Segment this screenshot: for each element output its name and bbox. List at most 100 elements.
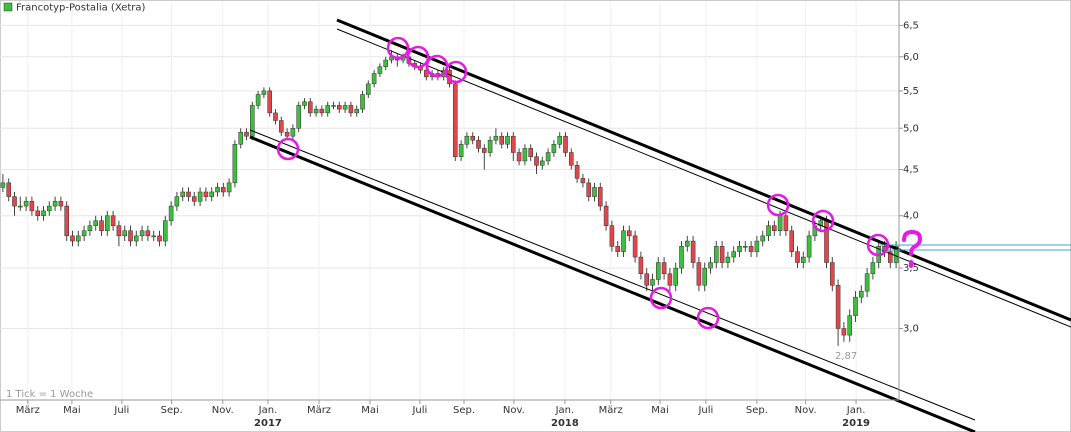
candle-body — [313, 108, 319, 114]
candle-body — [743, 246, 748, 248]
upper-trend-line — [336, 18, 1071, 322]
candle-body — [145, 230, 151, 237]
candle-body — [702, 267, 707, 286]
candle-body — [163, 220, 168, 242]
candle-body — [360, 94, 365, 110]
candle-body — [731, 251, 736, 258]
candle-body — [139, 230, 145, 237]
candle-body — [296, 105, 301, 129]
candle-body — [841, 328, 847, 336]
candle-body — [470, 135, 475, 141]
candle-body — [528, 148, 533, 157]
candle-body — [540, 160, 545, 166]
candle-body — [267, 90, 272, 114]
touch-circle — [386, 36, 410, 60]
candle-body — [679, 246, 684, 269]
candle-body — [192, 196, 197, 202]
candle-body — [221, 187, 226, 193]
candle-body — [232, 144, 238, 184]
candle-body — [615, 246, 620, 252]
candle-body — [70, 235, 75, 242]
candle-body — [760, 235, 765, 242]
touch-circle — [766, 193, 790, 217]
candle-body — [754, 240, 760, 252]
candle-body — [18, 205, 23, 208]
candle-body — [696, 262, 702, 286]
x-tick-label: Juli — [697, 405, 713, 416]
candle-body — [870, 262, 876, 274]
touch-circle — [649, 286, 673, 310]
candle-body — [325, 105, 330, 114]
candle-body — [621, 230, 626, 252]
year-label: 2019 — [842, 418, 870, 429]
candle-body — [667, 273, 673, 286]
candle-body — [766, 225, 771, 237]
x-tick-label: Sep. — [746, 405, 768, 416]
candle-body — [748, 246, 754, 252]
candle-body — [151, 235, 156, 238]
candle-body — [719, 246, 725, 263]
candle-body — [464, 135, 470, 145]
candle-body — [783, 215, 789, 231]
x-tick-label: März — [16, 405, 40, 416]
lower-trend-line-thin — [249, 129, 976, 421]
candle-body — [116, 225, 122, 237]
y-tick-label: 3,5 — [903, 263, 919, 274]
candle-body — [458, 144, 464, 157]
candle-body — [81, 230, 87, 237]
candle-body — [23, 201, 29, 207]
candle-body — [134, 235, 139, 242]
candle-body — [893, 246, 899, 263]
x-tick-label: Jan. — [258, 405, 278, 416]
candle-body — [830, 262, 835, 286]
candle-body — [777, 215, 783, 231]
touch-circle — [696, 306, 720, 330]
candle-body — [563, 135, 568, 153]
candle-body — [499, 135, 504, 145]
candle-body — [888, 251, 893, 263]
candle-body — [661, 262, 667, 274]
candle-body — [772, 225, 777, 231]
x-tick-label: Nov. — [795, 405, 817, 416]
candle-body — [853, 296, 858, 316]
candle-body — [128, 230, 133, 242]
candle-body — [685, 240, 690, 247]
footnote: 1 Tick = 1 Woche — [6, 389, 93, 400]
candle-body — [603, 205, 609, 226]
candle-body — [516, 152, 522, 162]
candle-body — [586, 182, 591, 197]
candle-body — [580, 178, 586, 184]
candle-body — [511, 135, 516, 153]
candle-body — [302, 101, 307, 106]
candle-body — [598, 187, 603, 207]
candle-body — [250, 105, 255, 137]
x-tick-label: Sep. — [453, 405, 475, 416]
x-tick-label: Nov. — [212, 405, 234, 416]
candle-body — [534, 156, 539, 166]
candle-body — [12, 196, 17, 207]
candle-body — [864, 273, 870, 292]
x-tick-label: Juli — [411, 405, 427, 416]
candle-body — [122, 230, 127, 237]
candle-body — [383, 59, 388, 67]
candle-body — [656, 262, 661, 280]
x-tick-label: Mai — [63, 405, 81, 416]
x-tick-label: Mai — [361, 405, 379, 416]
candle-body — [690, 240, 696, 263]
x-tick-label: Jan. — [846, 405, 866, 416]
candle-body — [835, 285, 841, 329]
candle-body — [453, 83, 458, 157]
trend-lines — [249, 18, 1071, 432]
candle-body — [168, 205, 174, 221]
touch-circle — [866, 233, 890, 257]
candle-body — [6, 182, 11, 197]
candle-body — [99, 220, 104, 231]
candle-body — [569, 152, 574, 166]
candle-body — [331, 105, 336, 107]
y-tick-label: 4,5 — [903, 165, 919, 176]
touch-circles — [276, 36, 890, 330]
year-label: 2018 — [551, 418, 579, 429]
touch-circle — [406, 45, 430, 69]
candle-body — [609, 225, 615, 247]
candle-body — [714, 246, 719, 263]
